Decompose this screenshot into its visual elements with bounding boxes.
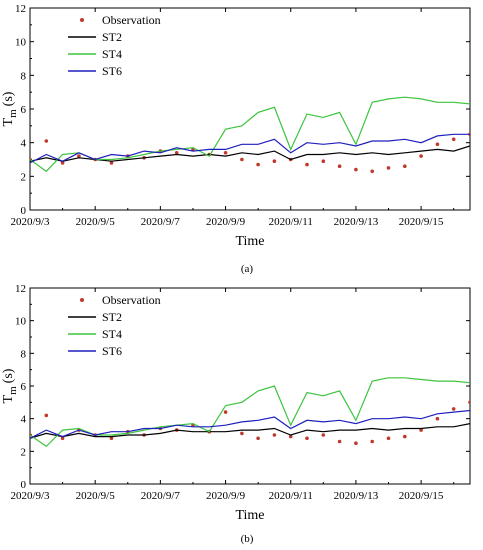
observation-point	[305, 436, 309, 441]
observation-point	[44, 413, 49, 418]
observation-point	[44, 139, 49, 143]
observation-point	[240, 431, 244, 436]
legend-marker	[80, 18, 84, 22]
observation-point	[223, 151, 228, 155]
legend-label: ST6	[102, 64, 122, 78]
x-tick-label: 2020/9/9	[206, 490, 246, 502]
x-tick-label: 2020/9/9	[206, 216, 246, 228]
legend-label: ST2	[102, 30, 122, 44]
x-tick-label: 2020/9/7	[141, 490, 181, 502]
series-line-st2	[30, 423, 470, 439]
observation-point	[288, 434, 293, 439]
observation-point	[468, 400, 470, 405]
chart-panel-2: 0 2 4 6 8 10 12 2020/9/3 2020/9/5 2020/9/7 2020/9/…	[1, 283, 471, 545]
y-tick-label: 4	[21, 414, 27, 426]
x-tick-label: 2020/9/5	[76, 216, 116, 228]
observation-point	[403, 434, 407, 439]
x-tick-label: 2020/9/15	[399, 216, 444, 228]
y-tick-label: 4	[21, 138, 27, 150]
y-tick-label: 6	[21, 104, 27, 116]
y-tick-label: 0	[21, 479, 27, 491]
observation-series	[30, 132, 470, 174]
y-tick-label: 8	[21, 70, 27, 82]
observation-point	[60, 436, 65, 441]
series-line-st2	[30, 145, 470, 162]
y-axis-label: Tm(s)	[1, 91, 19, 126]
observation-point	[354, 441, 358, 446]
x-axis-label: Time	[235, 234, 264, 249]
observation-point	[223, 410, 228, 414]
x-tick-label: 2020/9/11	[269, 490, 313, 502]
observation-point	[337, 439, 342, 444]
legend: Observation ST2 ST4 ST6	[68, 13, 161, 78]
y-tick-label: 8	[21, 348, 27, 360]
legend-label: ST2	[102, 310, 122, 324]
series-line-st6	[30, 409, 470, 439]
y-tick-label: 2	[21, 446, 27, 458]
observation-point	[256, 436, 260, 441]
observation-point	[77, 154, 81, 158]
observation-point	[403, 164, 407, 168]
observation-point	[256, 162, 260, 167]
observation-point	[451, 407, 456, 411]
observation-point	[321, 159, 326, 163]
series-line-st4	[30, 377, 470, 448]
legend-label: Observation	[102, 293, 161, 307]
observation-point	[435, 142, 440, 147]
observation-point	[354, 167, 358, 172]
y-tick-label: 12	[15, 3, 26, 15]
observation-point	[305, 162, 309, 167]
panel-label: (a)	[241, 263, 254, 275]
legend-label: ST6	[102, 344, 122, 358]
x-tick-label: 2020/9/13	[334, 490, 379, 502]
x-tick-label: 2020/9/11	[269, 216, 313, 228]
observation-series	[30, 400, 470, 446]
observation-point	[451, 137, 456, 142]
legend-label: Observation	[102, 13, 161, 27]
observation-point	[321, 433, 326, 437]
legend: Observation ST2 ST4 ST6	[68, 293, 161, 358]
panel-label: (b)	[241, 533, 254, 545]
legend-marker	[80, 298, 84, 302]
observation-point	[386, 436, 391, 441]
observation-point	[272, 159, 277, 163]
observation-point	[370, 439, 375, 444]
series-line-st4	[30, 96, 470, 173]
x-tick-label: 2020/9/3	[10, 216, 50, 228]
y-tick-label: 12	[15, 283, 26, 295]
x-axis-label: Time	[235, 508, 264, 523]
observation-point	[435, 416, 440, 421]
observation-point	[272, 433, 277, 437]
x-tick-label: 2020/9/3	[10, 490, 50, 502]
observation-point	[109, 436, 114, 441]
y-tick-label: 2	[21, 171, 27, 183]
plot-frame	[29, 7, 471, 211]
series-line-st6	[30, 133, 470, 164]
legend-label: ST4	[102, 327, 122, 341]
y-tick-label: 0	[21, 205, 27, 217]
observation-point	[370, 169, 375, 174]
x-tick-label: 2020/9/7	[141, 216, 181, 228]
observation-point	[337, 164, 342, 168]
legend-label: ST4	[102, 47, 122, 61]
observation-point	[240, 157, 244, 162]
y-tick-label: 6	[21, 381, 27, 393]
y-axis-label: Tm(s)	[1, 368, 19, 403]
x-tick-label: 2020/9/15	[399, 490, 444, 502]
observation-point	[60, 161, 65, 165]
observation-point	[174, 151, 179, 155]
observation-point	[419, 428, 423, 432]
x-tick-label: 2020/9/13	[334, 216, 379, 228]
observation-point	[109, 161, 114, 165]
y-tick-label: 10	[15, 37, 27, 49]
x-tick-label: 2020/9/5	[76, 490, 116, 502]
observation-point	[386, 166, 391, 170]
observation-point	[419, 154, 423, 158]
y-tick-label: 10	[15, 316, 27, 328]
chart-panel-1: 0 2 4 6 8 10 12 2020/9/3 2020/9/5 2020/9/7 2020/9/…	[1, 3, 471, 275]
